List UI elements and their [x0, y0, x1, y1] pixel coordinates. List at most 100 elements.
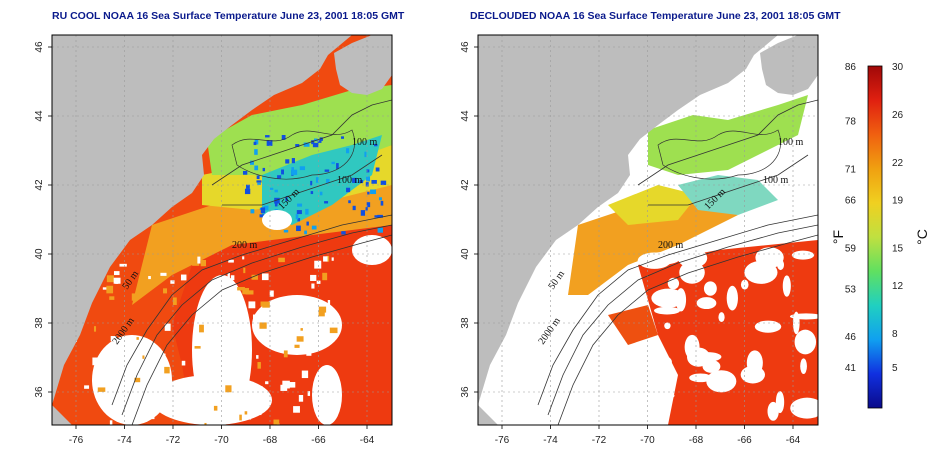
cloud-pixel [248, 301, 256, 309]
cloud-pixel [252, 314, 261, 321]
cloud-gap [744, 260, 778, 284]
right-panel-title: DECLOUDED NOAA 16 Sea Surface Temperatur… [470, 10, 841, 22]
cold-pixel [299, 166, 306, 171]
cold-pixel [311, 225, 317, 230]
cloud-gap [687, 347, 710, 367]
cloud-pixel [136, 337, 139, 340]
cloud-pixel [311, 283, 315, 289]
celsius-tick-label: 19 [892, 195, 904, 206]
cold-pixel [246, 184, 250, 189]
cloud-gap [675, 288, 687, 312]
cloud-pixel [326, 255, 330, 262]
cold-pixel [295, 144, 300, 147]
cold-pixel [257, 182, 261, 185]
isobath-contour [131, 234, 392, 425]
land-mass [478, 35, 778, 405]
cold-pixel [305, 208, 309, 215]
celsius-tick-label: 5 [892, 363, 898, 374]
y-tick-label: 46 [34, 41, 45, 53]
cloud-pixel [197, 256, 201, 264]
cloud-pixel [257, 362, 261, 369]
y-tick-label: 42 [34, 179, 45, 191]
celsius-tick-label: 30 [892, 62, 904, 73]
cloud-pixel [119, 263, 127, 267]
cloud-pixel [113, 271, 120, 276]
cloud-pixel [138, 360, 142, 363]
isobath-contour [211, 99, 392, 186]
cold-pixel [274, 202, 278, 207]
cold-pixel [256, 175, 260, 180]
cloud-pixel [327, 299, 331, 307]
cloud-pixel [108, 382, 113, 385]
fahrenheit-unit-label: °F [830, 230, 846, 244]
cloud-pixel [314, 260, 322, 269]
y-tick-label: 38 [34, 317, 45, 329]
cloud-gap [790, 397, 818, 419]
cloud-gap [754, 320, 782, 333]
cloud-gap [789, 313, 818, 320]
cloud-gap [654, 306, 681, 315]
cloud-pixel [194, 346, 201, 349]
cloud-pixel [207, 292, 211, 301]
cloud-pixel [228, 259, 234, 263]
cold-pixel [341, 231, 346, 235]
cold-pixel [366, 169, 370, 173]
cold-pixel [249, 160, 254, 165]
cloud-gap [689, 373, 712, 383]
fahrenheit-tick-label: 78 [845, 117, 857, 128]
cloud-pixel [307, 391, 311, 396]
cold-pixel [262, 167, 266, 172]
cloud-pixel [164, 366, 170, 374]
cloud-gap [702, 359, 721, 373]
cloud-pixel [291, 302, 294, 307]
cloud-pixel [131, 293, 137, 301]
cloud-pixel [243, 267, 246, 274]
y-tick-label: 44 [460, 110, 471, 122]
cloud-pixel [331, 257, 334, 261]
cold-pixel [380, 180, 387, 185]
cloud-pixel [298, 394, 304, 402]
cloud-pixel [310, 274, 317, 281]
cloud-pixel [148, 276, 151, 280]
temperature-colorbar: 86 78 71 66 59 53 46 41 30 26 22 19 15 12 8 5 °F °C [830, 62, 930, 409]
cloud-gap [794, 329, 817, 355]
cloud-pixel [204, 422, 207, 425]
y-tick-label: 38 [460, 317, 471, 329]
cloud-pixel [211, 348, 220, 354]
gulf-stream-warm-water [638, 240, 818, 425]
cloud-pixel [213, 405, 218, 411]
x-tick-label: -64 [360, 435, 375, 446]
cloud-pixel [239, 414, 242, 421]
celsius-tick-label: 26 [892, 110, 904, 121]
x-tick-label: -68 [263, 435, 278, 446]
cold-pixel [274, 197, 280, 204]
map-frame [477, 34, 819, 426]
cloud-gap [706, 370, 737, 393]
cloud-pixel [192, 258, 200, 266]
nova-scotia-land [334, 35, 392, 95]
nova-scotia-land [760, 35, 818, 95]
cloud-pixel [110, 336, 117, 342]
x-tick-label: -76 [69, 435, 84, 446]
cold-pixel [365, 182, 369, 187]
cloud-gap [641, 391, 675, 401]
cloud-pixel [113, 277, 121, 284]
cloud-pixel [316, 280, 321, 284]
cold-pixel [370, 189, 377, 195]
cold-pixel [378, 197, 382, 201]
cloud-pixel [147, 281, 151, 286]
cold-pixel [352, 205, 356, 211]
georges-bank-cold-water [262, 135, 382, 225]
cold-pixel [306, 221, 309, 226]
cloud-gap [718, 312, 725, 323]
x-tick-label: -66 [737, 435, 752, 446]
celsius-tick-label: 15 [892, 243, 904, 254]
cold-pixel [253, 141, 257, 146]
cloud-pixel [301, 370, 309, 379]
cold-pixel [270, 187, 274, 190]
y-tick-label: 44 [34, 110, 45, 122]
cold-pixel [377, 227, 384, 233]
cloud-patch [152, 375, 272, 425]
cloud-pixel [202, 362, 206, 371]
cold-pixel [277, 175, 282, 179]
